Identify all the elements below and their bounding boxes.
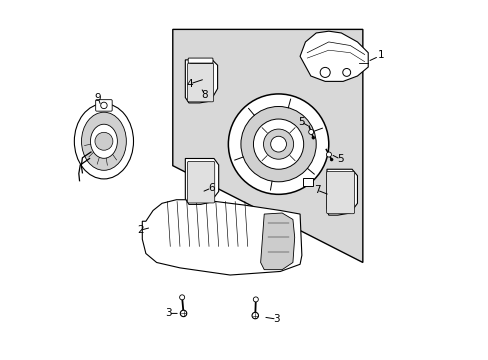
- Circle shape: [326, 152, 331, 157]
- Circle shape: [263, 129, 293, 159]
- FancyBboxPatch shape: [326, 171, 354, 214]
- Circle shape: [228, 94, 328, 194]
- Circle shape: [95, 132, 113, 150]
- Circle shape: [241, 107, 316, 182]
- Polygon shape: [172, 30, 362, 262]
- Circle shape: [101, 102, 107, 109]
- Polygon shape: [185, 60, 217, 103]
- Text: 4: 4: [186, 79, 193, 89]
- Circle shape: [253, 119, 303, 169]
- Circle shape: [180, 310, 186, 317]
- Polygon shape: [260, 213, 294, 270]
- Circle shape: [308, 130, 313, 134]
- Text: 9: 9: [95, 93, 102, 103]
- Polygon shape: [142, 200, 301, 275]
- FancyBboxPatch shape: [96, 100, 112, 111]
- FancyBboxPatch shape: [187, 161, 214, 203]
- Circle shape: [251, 312, 258, 319]
- Circle shape: [342, 68, 350, 76]
- Ellipse shape: [81, 112, 126, 170]
- Ellipse shape: [74, 104, 133, 179]
- Text: 7: 7: [313, 185, 320, 195]
- Circle shape: [253, 297, 258, 302]
- Circle shape: [320, 67, 329, 77]
- Text: 5: 5: [337, 154, 343, 164]
- FancyBboxPatch shape: [302, 178, 312, 186]
- Ellipse shape: [90, 124, 117, 158]
- Text: 8: 8: [202, 90, 208, 100]
- Text: 5: 5: [297, 117, 304, 127]
- Text: 3: 3: [273, 314, 280, 324]
- Circle shape: [179, 295, 184, 300]
- Circle shape: [270, 136, 286, 152]
- Polygon shape: [326, 169, 357, 215]
- Text: 1: 1: [377, 50, 384, 60]
- Text: 6: 6: [208, 183, 214, 193]
- Text: 3: 3: [165, 309, 171, 318]
- Polygon shape: [300, 31, 367, 81]
- Circle shape: [311, 136, 314, 139]
- Circle shape: [329, 158, 332, 161]
- FancyBboxPatch shape: [188, 58, 212, 63]
- Text: 2: 2: [137, 225, 143, 235]
- Polygon shape: [185, 158, 218, 204]
- FancyBboxPatch shape: [187, 63, 213, 102]
